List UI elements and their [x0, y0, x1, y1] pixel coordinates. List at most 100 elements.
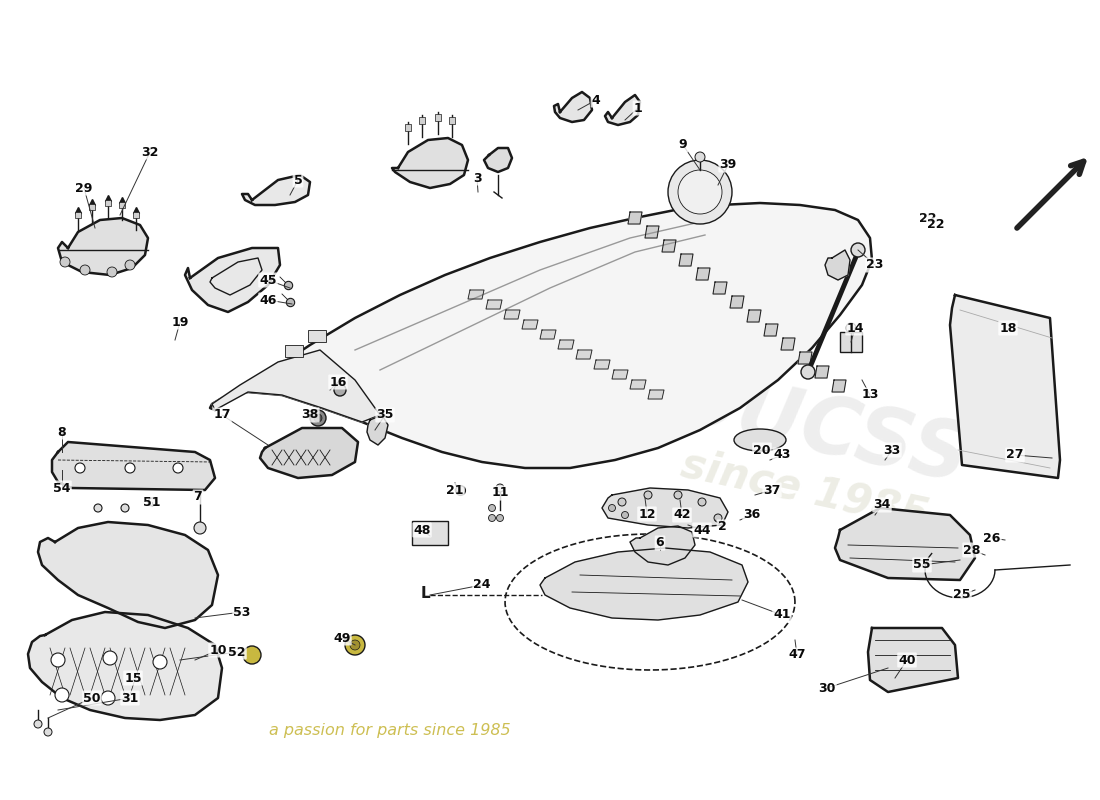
- Polygon shape: [504, 310, 520, 319]
- Text: 15: 15: [124, 671, 142, 685]
- Circle shape: [103, 651, 117, 665]
- Text: 33: 33: [883, 443, 901, 457]
- Text: 22: 22: [920, 211, 937, 225]
- Polygon shape: [662, 240, 676, 252]
- Circle shape: [34, 720, 42, 728]
- Text: 37: 37: [763, 483, 781, 497]
- Text: 3: 3: [473, 171, 482, 185]
- Text: 26: 26: [983, 531, 1001, 545]
- Circle shape: [488, 514, 495, 522]
- Polygon shape: [522, 320, 538, 329]
- Polygon shape: [628, 212, 642, 224]
- Circle shape: [194, 522, 206, 534]
- Circle shape: [851, 243, 865, 257]
- Circle shape: [75, 463, 85, 473]
- Polygon shape: [764, 324, 778, 336]
- Text: 31: 31: [121, 691, 139, 705]
- Text: 6: 6: [656, 537, 664, 550]
- Text: 27: 27: [1006, 449, 1024, 462]
- Text: 41: 41: [773, 609, 791, 622]
- Circle shape: [101, 691, 116, 705]
- Text: 53: 53: [233, 606, 251, 618]
- Bar: [449, 117, 455, 124]
- Text: 20: 20: [754, 443, 771, 457]
- Circle shape: [345, 635, 365, 655]
- Polygon shape: [798, 352, 812, 364]
- Text: 48: 48: [414, 523, 431, 537]
- Polygon shape: [612, 370, 628, 379]
- Circle shape: [310, 410, 326, 426]
- Polygon shape: [39, 522, 218, 628]
- Text: 32: 32: [141, 146, 158, 158]
- Polygon shape: [825, 250, 850, 280]
- Polygon shape: [815, 366, 829, 378]
- Text: 8: 8: [57, 426, 66, 438]
- Polygon shape: [210, 203, 872, 468]
- Bar: [412, 521, 448, 545]
- Polygon shape: [950, 295, 1060, 478]
- Polygon shape: [212, 350, 380, 422]
- Polygon shape: [832, 380, 846, 392]
- Circle shape: [60, 257, 70, 267]
- Text: 54: 54: [53, 482, 70, 494]
- Text: 47: 47: [789, 649, 805, 662]
- Bar: [434, 114, 441, 121]
- Bar: [308, 330, 326, 342]
- Circle shape: [173, 463, 183, 473]
- Bar: [133, 212, 139, 218]
- Polygon shape: [747, 310, 761, 322]
- Text: 21: 21: [447, 483, 464, 497]
- Circle shape: [801, 365, 815, 379]
- Bar: [75, 212, 81, 218]
- Circle shape: [125, 463, 135, 473]
- Text: 11: 11: [492, 486, 508, 499]
- Text: 36: 36: [744, 509, 760, 522]
- Polygon shape: [540, 330, 556, 339]
- Circle shape: [668, 160, 732, 224]
- Text: a passion for parts since 1985: a passion for parts since 1985: [270, 722, 510, 738]
- Text: 22: 22: [927, 218, 945, 231]
- Polygon shape: [486, 300, 502, 309]
- Bar: [419, 117, 425, 124]
- Polygon shape: [630, 380, 646, 389]
- Polygon shape: [868, 628, 958, 692]
- Circle shape: [125, 260, 135, 270]
- Circle shape: [121, 504, 129, 512]
- Text: 38: 38: [301, 409, 319, 422]
- Circle shape: [350, 640, 360, 650]
- Bar: [104, 200, 111, 206]
- Circle shape: [153, 655, 167, 669]
- Text: 18: 18: [999, 322, 1016, 334]
- Circle shape: [714, 514, 722, 522]
- Polygon shape: [28, 612, 222, 720]
- Polygon shape: [367, 415, 388, 445]
- Text: 13: 13: [861, 389, 879, 402]
- Circle shape: [44, 728, 52, 736]
- Circle shape: [334, 384, 346, 396]
- Text: 14: 14: [846, 322, 864, 334]
- Circle shape: [644, 491, 652, 499]
- Circle shape: [621, 511, 628, 518]
- Text: 9: 9: [679, 138, 688, 151]
- Text: 24: 24: [473, 578, 491, 591]
- Circle shape: [608, 505, 616, 511]
- Circle shape: [496, 484, 504, 492]
- Text: 30: 30: [818, 682, 836, 694]
- Text: 23: 23: [867, 258, 883, 271]
- Text: 19: 19: [172, 315, 189, 329]
- Text: 46: 46: [260, 294, 277, 306]
- Polygon shape: [392, 138, 468, 188]
- Text: since 1985: since 1985: [678, 443, 933, 537]
- Circle shape: [51, 653, 65, 667]
- Text: 35: 35: [376, 409, 394, 422]
- Text: 49: 49: [333, 631, 351, 645]
- Polygon shape: [242, 175, 310, 205]
- Text: 4: 4: [592, 94, 601, 106]
- Text: L: L: [420, 586, 430, 602]
- Text: 42: 42: [673, 509, 691, 522]
- Text: 28: 28: [964, 543, 981, 557]
- Bar: [405, 124, 411, 131]
- Polygon shape: [648, 390, 664, 399]
- Text: 12: 12: [638, 507, 656, 521]
- Polygon shape: [781, 338, 795, 350]
